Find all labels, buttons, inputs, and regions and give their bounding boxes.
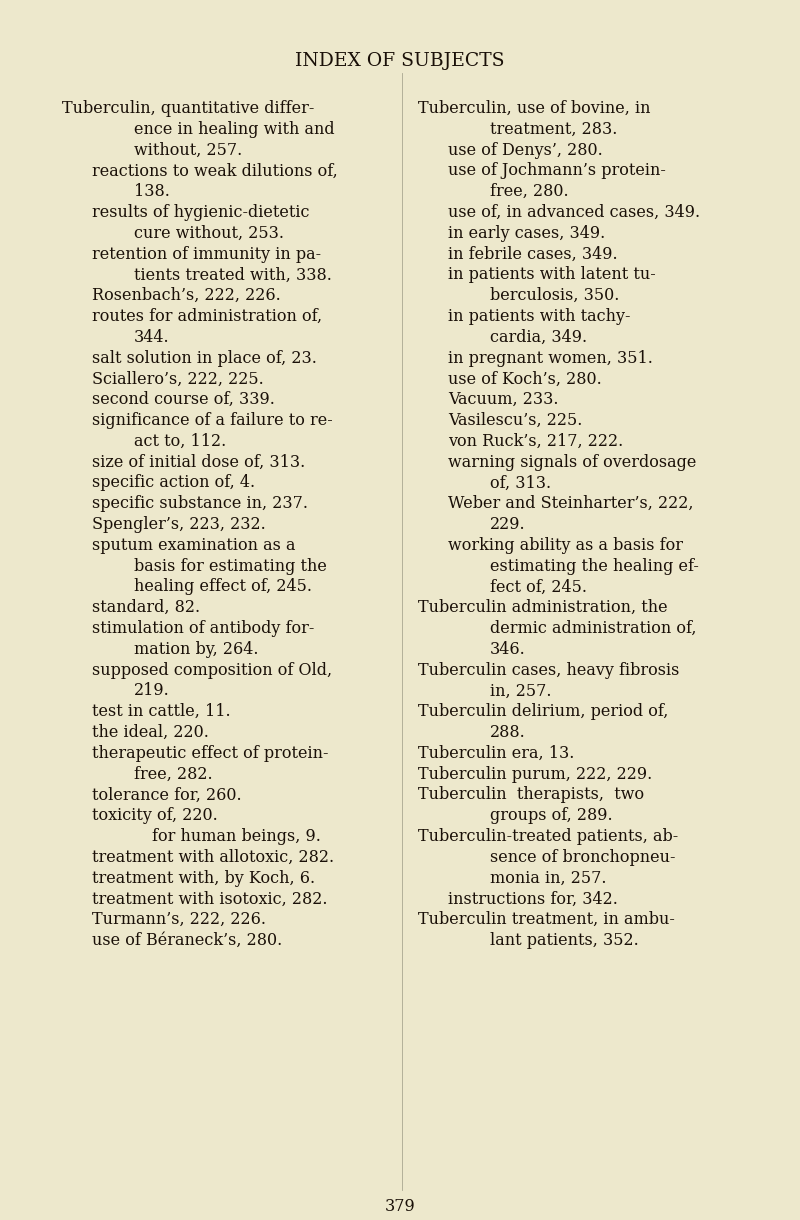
Text: Tuberculin, quantitative differ-: Tuberculin, quantitative differ-: [62, 100, 314, 117]
Text: warning signals of overdosage: warning signals of overdosage: [448, 454, 696, 471]
Text: of, 313.: of, 313.: [490, 475, 551, 492]
Text: use of Béraneck’s, 280.: use of Béraneck’s, 280.: [92, 932, 282, 949]
Text: salt solution in place of, 23.: salt solution in place of, 23.: [92, 350, 317, 366]
Text: in, 257.: in, 257.: [490, 682, 551, 699]
Text: free, 280.: free, 280.: [490, 183, 569, 200]
Text: use of, in advanced cases, 349.: use of, in advanced cases, 349.: [448, 204, 700, 221]
Text: supposed composition of Old,: supposed composition of Old,: [92, 661, 332, 678]
Text: von Ruck’s, 217, 222.: von Ruck’s, 217, 222.: [448, 433, 623, 450]
Text: in pregnant women, 351.: in pregnant women, 351.: [448, 350, 653, 366]
Text: treatment with isotoxic, 282.: treatment with isotoxic, 282.: [92, 891, 327, 908]
Text: use of Jochmann’s protein-: use of Jochmann’s protein-: [448, 162, 666, 179]
Text: in febrile cases, 349.: in febrile cases, 349.: [448, 245, 618, 262]
Text: treatment with, by Koch, 6.: treatment with, by Koch, 6.: [92, 870, 315, 887]
Text: Tuberculin treatment, in ambu-: Tuberculin treatment, in ambu-: [418, 911, 675, 928]
Text: Tuberculin delirium, period of,: Tuberculin delirium, period of,: [418, 703, 668, 720]
Text: mation by, 264.: mation by, 264.: [134, 640, 258, 658]
Text: 288.: 288.: [490, 723, 526, 741]
Text: standard, 82.: standard, 82.: [92, 599, 200, 616]
Text: act to, 112.: act to, 112.: [134, 433, 226, 450]
Text: in early cases, 349.: in early cases, 349.: [448, 224, 606, 242]
Text: healing effect of, 245.: healing effect of, 245.: [134, 578, 312, 595]
Text: Tuberculin  therapists,  two: Tuberculin therapists, two: [418, 787, 644, 804]
Text: 344.: 344.: [134, 329, 170, 345]
Text: tolerance for, 260.: tolerance for, 260.: [92, 787, 242, 804]
Text: 138.: 138.: [134, 183, 170, 200]
Text: Rosenbach’s, 222, 226.: Rosenbach’s, 222, 226.: [92, 287, 281, 304]
Text: INDEX OF SUBJECTS: INDEX OF SUBJECTS: [295, 52, 505, 70]
Text: specific action of, 4.: specific action of, 4.: [92, 475, 255, 492]
Text: ence in healing with and: ence in healing with and: [134, 121, 334, 138]
Text: in patients with latent tu-: in patients with latent tu-: [448, 266, 656, 283]
Text: for human beings, 9.: for human beings, 9.: [152, 828, 321, 845]
Text: treatment, 283.: treatment, 283.: [490, 121, 618, 138]
Text: berculosis, 350.: berculosis, 350.: [490, 287, 619, 304]
Text: Tuberculin administration, the: Tuberculin administration, the: [418, 599, 668, 616]
Text: significance of a failure to re-: significance of a failure to re-: [92, 412, 333, 429]
Text: Weber and Steinharter’s, 222,: Weber and Steinharter’s, 222,: [448, 495, 694, 512]
Text: tients treated with, 338.: tients treated with, 338.: [134, 266, 332, 283]
Text: free, 282.: free, 282.: [134, 766, 213, 782]
Text: Tuberculin purum, 222, 229.: Tuberculin purum, 222, 229.: [418, 766, 652, 782]
Text: cure without, 253.: cure without, 253.: [134, 224, 284, 242]
Text: use of Koch’s, 280.: use of Koch’s, 280.: [448, 371, 602, 388]
Text: Vasilescu’s, 225.: Vasilescu’s, 225.: [448, 412, 582, 429]
Text: results of hygienic-dietetic: results of hygienic-dietetic: [92, 204, 310, 221]
Text: basis for estimating the: basis for estimating the: [134, 558, 327, 575]
Text: size of initial dose of, 313.: size of initial dose of, 313.: [92, 454, 306, 471]
Text: estimating the healing ef-: estimating the healing ef-: [490, 558, 699, 575]
Text: cardia, 349.: cardia, 349.: [490, 329, 587, 345]
Text: groups of, 289.: groups of, 289.: [490, 808, 613, 825]
Text: reactions to weak dilutions of,: reactions to weak dilutions of,: [92, 162, 338, 179]
Text: instructions for, 342.: instructions for, 342.: [448, 891, 618, 908]
Text: in patients with tachy-: in patients with tachy-: [448, 307, 630, 325]
Text: Spengler’s, 223, 232.: Spengler’s, 223, 232.: [92, 516, 266, 533]
Text: treatment with allotoxic, 282.: treatment with allotoxic, 282.: [92, 849, 334, 866]
Text: sputum examination as a: sputum examination as a: [92, 537, 295, 554]
Text: Vacuum, 233.: Vacuum, 233.: [448, 392, 558, 409]
Text: Turmann’s, 222, 226.: Turmann’s, 222, 226.: [92, 911, 266, 928]
Text: sence of bronchopneu-: sence of bronchopneu-: [490, 849, 675, 866]
Text: working ability as a basis for: working ability as a basis for: [448, 537, 683, 554]
Text: use of Denys’, 280.: use of Denys’, 280.: [448, 142, 602, 159]
Text: 379: 379: [385, 1198, 415, 1215]
Text: toxicity of, 220.: toxicity of, 220.: [92, 808, 218, 825]
Text: 346.: 346.: [490, 640, 526, 658]
Text: therapeutic effect of protein-: therapeutic effect of protein-: [92, 744, 329, 761]
Text: second course of, 339.: second course of, 339.: [92, 392, 275, 409]
Text: the ideal, 220.: the ideal, 220.: [92, 723, 209, 741]
Text: 219.: 219.: [134, 682, 170, 699]
Text: Tuberculin-treated patients, ab-: Tuberculin-treated patients, ab-: [418, 828, 678, 845]
Text: Tuberculin cases, heavy fibrosis: Tuberculin cases, heavy fibrosis: [418, 661, 679, 678]
Text: lant patients, 352.: lant patients, 352.: [490, 932, 638, 949]
Text: routes for administration of,: routes for administration of,: [92, 307, 322, 325]
Text: retention of immunity in pa-: retention of immunity in pa-: [92, 245, 321, 262]
Text: dermic administration of,: dermic administration of,: [490, 620, 697, 637]
Text: stimulation of antibody for-: stimulation of antibody for-: [92, 620, 314, 637]
Text: Tuberculin, use of bovine, in: Tuberculin, use of bovine, in: [418, 100, 650, 117]
Text: test in cattle, 11.: test in cattle, 11.: [92, 703, 230, 720]
Text: 229.: 229.: [490, 516, 526, 533]
Text: specific substance in, 237.: specific substance in, 237.: [92, 495, 308, 512]
Text: Sciallero’s, 222, 225.: Sciallero’s, 222, 225.: [92, 371, 264, 388]
Text: without, 257.: without, 257.: [134, 142, 242, 159]
Text: Tuberculin era, 13.: Tuberculin era, 13.: [418, 744, 574, 761]
Text: monia in, 257.: monia in, 257.: [490, 870, 606, 887]
Text: fect of, 245.: fect of, 245.: [490, 578, 587, 595]
